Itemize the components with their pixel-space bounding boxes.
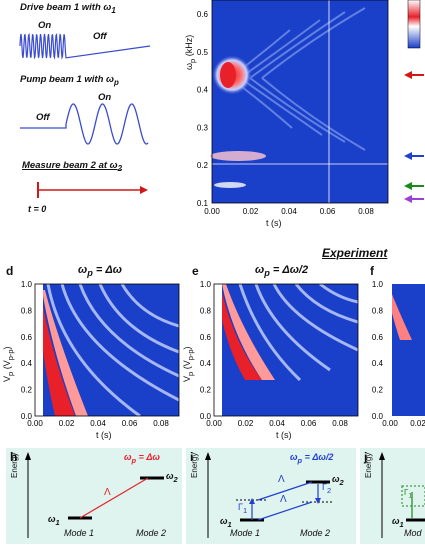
panel-d-title: ωp = Δω (78, 264, 122, 279)
top-map-xtick: 0.04 (281, 207, 297, 216)
map-f-xtick: 0.02 (410, 419, 425, 428)
h-condition: ωp = Δω (124, 452, 160, 465)
energy-diagrams (25, 452, 425, 538)
map-ytick: 0.2 (200, 386, 212, 395)
top-map-xlabel: t (s) (266, 218, 282, 228)
map-ytick: 0.0 (21, 412, 33, 421)
energy-axis-i: Energy (190, 452, 199, 478)
i-mode1: Mode 1 (230, 528, 261, 538)
i-gamma1: Γ1 (238, 502, 248, 515)
map-xtick: 0.08 (332, 419, 348, 428)
top-map-xtick: 0.06 (320, 207, 336, 216)
j-w1: ω1 (392, 516, 404, 529)
map-ytick: 0.0 (200, 412, 212, 421)
top-map-ytick: 0.2 (197, 161, 209, 170)
map-ytick: 0.6 (200, 333, 212, 342)
map-f-ytick: 0.2 (372, 386, 384, 395)
map-ytick: 1.0 (200, 280, 212, 289)
panel-e-letter: e (192, 264, 199, 278)
map-e-ylabel: Vp (Vp-p) (182, 346, 195, 382)
map-ytick: 0.8 (21, 306, 33, 315)
drive-on-label: On (38, 20, 52, 31)
map-f-ytick: 0.6 (372, 333, 384, 342)
top-map-ytick: 0.5 (197, 48, 209, 57)
top-map-ytick: 0.1 (197, 199, 209, 208)
j-mode1: Mod (404, 528, 422, 538)
top-map-xtick: 0.08 (358, 207, 374, 216)
experiment-maps: 0.0 0.2 0.4 0.6 0.8 1.0 0.00 0.02 0.04 0.06 0.08 0.… (21, 280, 425, 428)
map-ytick: 0.4 (21, 359, 33, 368)
map-ytick: 0.8 (200, 306, 212, 315)
map-xtick: 0.04 (269, 419, 285, 428)
map-d-xlabel: t (s) (96, 430, 112, 440)
map-xtick: 0.06 (122, 419, 138, 428)
map-ytick: 0.4 (200, 359, 212, 368)
i-condition: ωp = Δω/2 (290, 452, 334, 465)
experiment-label: Experiment (322, 246, 388, 260)
i-lambda-bottom: Λ (280, 494, 287, 505)
top-map-ytick: 0.3 (197, 123, 209, 132)
map-d-ylabel: Vp (Vp-p) (2, 346, 15, 382)
i-w1: ω1 (220, 516, 232, 529)
map-xtick: 0.02 (59, 419, 75, 428)
drive-label: Drive beam 1 with ω1 (20, 2, 116, 15)
map-xtick: 0.00 (206, 419, 222, 428)
h-mode1: Mode 1 (64, 528, 95, 538)
map-f-ytick: 0.8 (372, 306, 384, 315)
map-f-ytick: 1.0 (372, 280, 384, 289)
measure-label: Measure beam 2 at ω2 (22, 160, 122, 173)
map-f-ytick: 0.4 (372, 359, 384, 368)
panel-f-letter: f (370, 264, 374, 278)
h-lambda: Λ (104, 487, 111, 498)
top-map-xtick: 0.02 (243, 207, 259, 216)
frequency-markers (404, 71, 424, 203)
h-w1: ω1 (48, 514, 60, 527)
map-xtick: 0.06 (301, 419, 317, 428)
map-xtick: 0.00 (27, 419, 43, 428)
pump-on-label: On (98, 92, 112, 103)
map-e-xlabel: t (s) (276, 430, 292, 440)
top-map-xtick: 0.00 (204, 207, 220, 216)
drive-waveform (19, 32, 151, 60)
t0-label: t = 0 (28, 204, 47, 214)
map-ytick: 0.6 (21, 333, 33, 342)
diagram-j (360, 448, 425, 544)
h-mode2: Mode 2 (136, 528, 167, 538)
i-mode2: Mode 2 (300, 528, 331, 538)
map-xtick: 0.04 (90, 419, 106, 428)
map-f-xtick: 0.00 (382, 419, 398, 428)
drive-off-label: Off (93, 31, 107, 42)
pump-off-label: Off (36, 112, 50, 123)
diagram-h (6, 448, 182, 544)
top-map: 0.1 0.2 0.3 0.4 0.5 0.6 0.00 0.02 0.04 0.06 0.08 (197, 0, 424, 216)
panel-e-title: ωp = Δω/2 (255, 264, 309, 279)
pump-waveform (20, 103, 149, 145)
panel-j-letter: j (364, 450, 368, 464)
i-lambda-top: Λ (278, 474, 285, 485)
map-f-ytick: 0.0 (372, 412, 384, 421)
h-w2: ω2 (166, 471, 178, 484)
map-ytick: 0.2 (21, 386, 33, 395)
panel-d-letter: d (6, 264, 14, 278)
i-w2: ω2 (332, 474, 344, 487)
j-gamma1: Γ1 (404, 488, 413, 500)
measure-arrow (37, 182, 148, 198)
panel-h-letter: h (10, 450, 18, 464)
i-gamma2: Γ2 (322, 482, 332, 495)
pump-label: Pump beam 1 with ωp (20, 74, 119, 87)
top-map-ytick: 0.6 (197, 10, 209, 19)
map-ytick: 1.0 (21, 280, 33, 289)
top-map-ytick: 0.4 (197, 86, 209, 95)
map-xtick: 0.02 (238, 419, 254, 428)
panel-i-letter: i (190, 450, 194, 464)
energy-axis-j: Energy (364, 452, 373, 478)
map-xtick: 0.08 (153, 419, 169, 428)
energy-axis-h: Energy (10, 452, 19, 478)
